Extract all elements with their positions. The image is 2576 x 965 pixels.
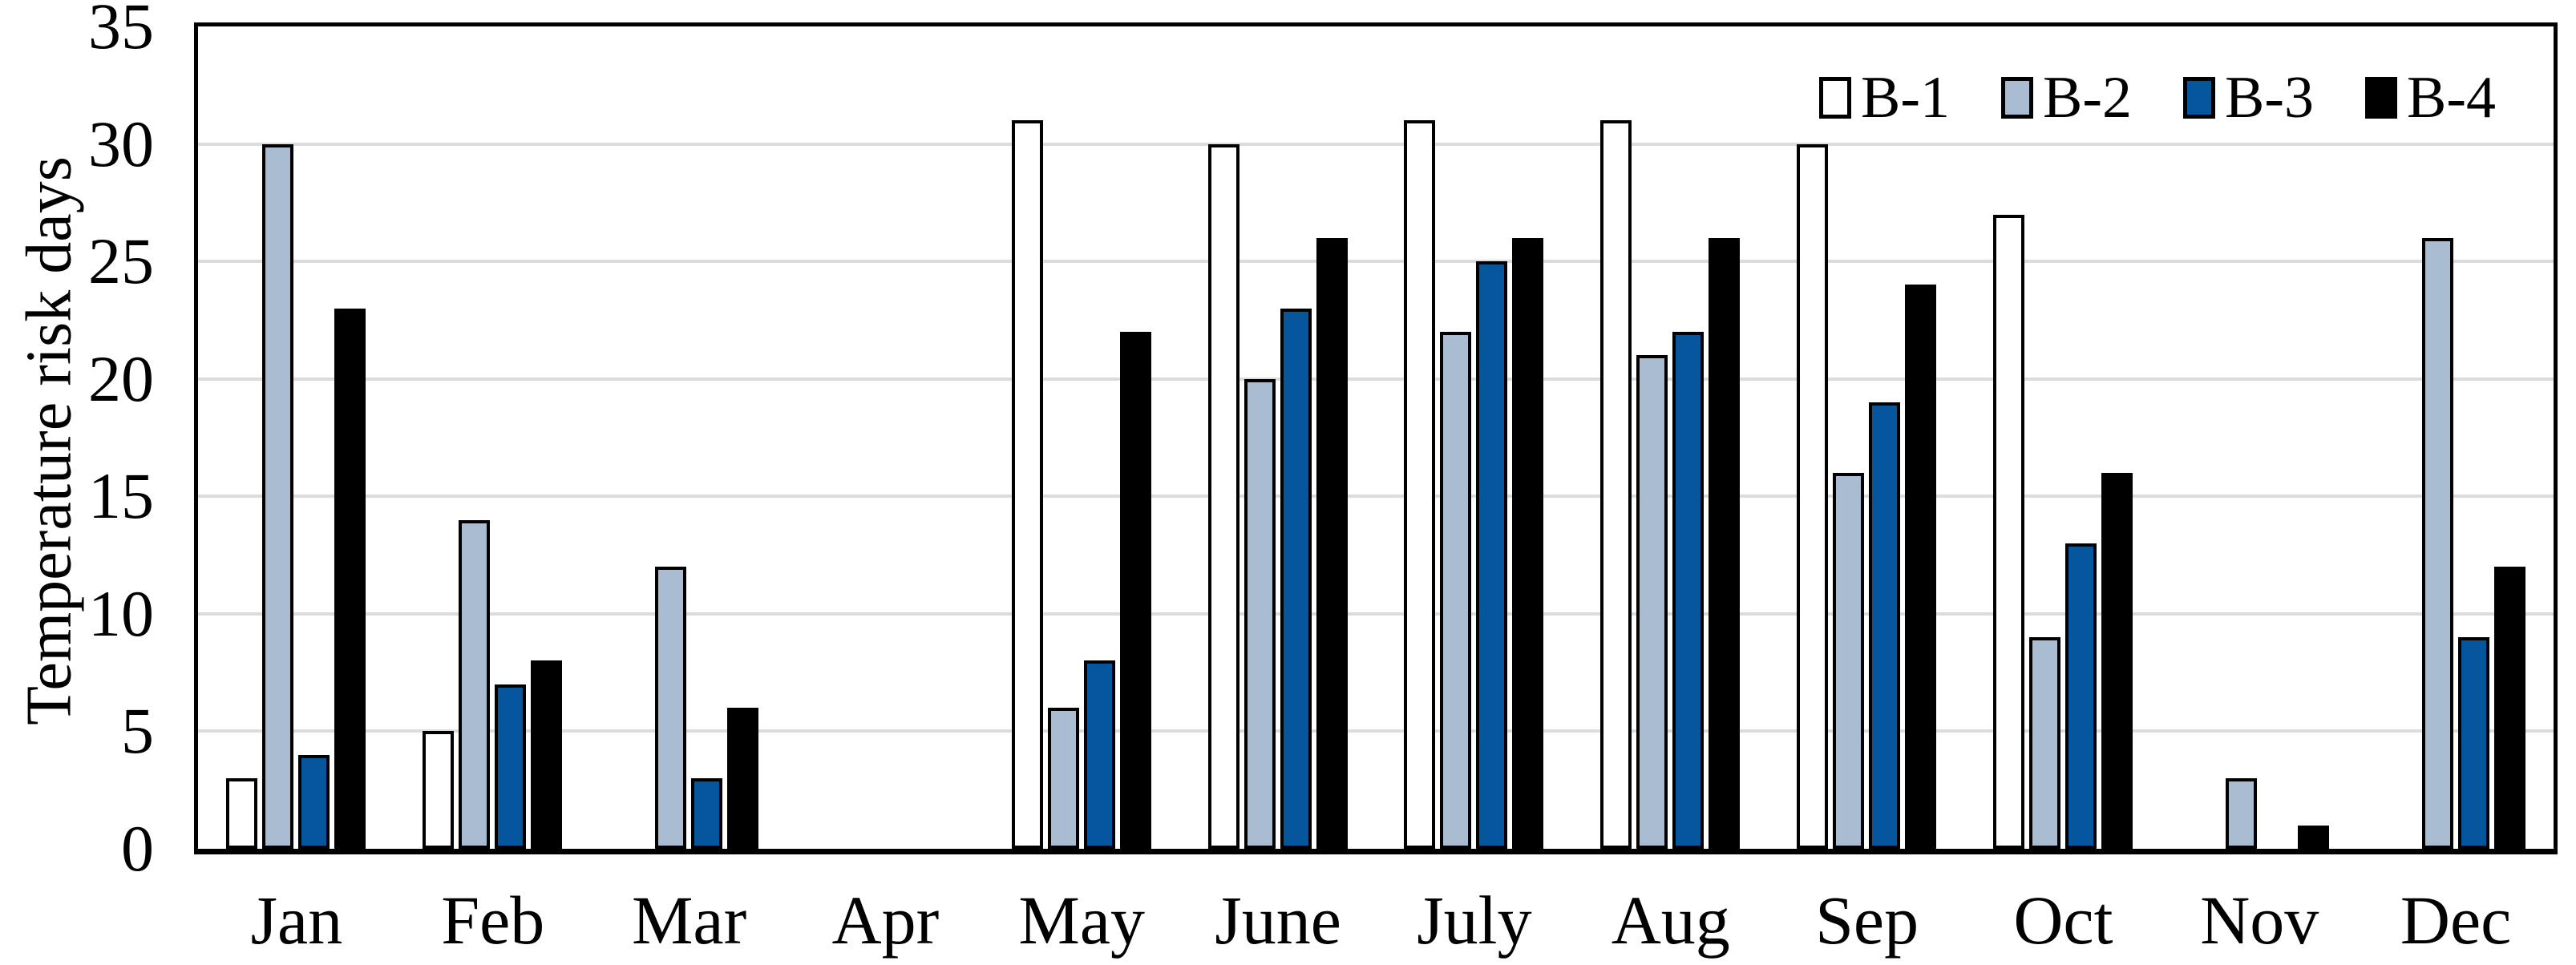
bar-b-4-dec (2493, 567, 2525, 849)
gridline-20 (198, 377, 2554, 381)
bar-b-4-aug (1709, 238, 1741, 849)
bar-b-3-sep (1869, 402, 1901, 849)
bar-b-1-sep (1797, 144, 1829, 849)
legend-swatch-b-2 (2001, 77, 2033, 119)
bar-b-2-oct (2028, 637, 2060, 849)
bar-b-2-dec (2421, 238, 2453, 849)
bar-b-4-oct (2101, 473, 2133, 849)
bar-b-3-dec (2457, 637, 2489, 849)
y-tick-label-15: 15 (88, 459, 154, 533)
legend-item-b-4: B-4 (2365, 68, 2496, 127)
bar-b-3-may (1083, 660, 1115, 849)
bar-b-1-july (1404, 120, 1436, 849)
legend-label-b-3: B-3 (2225, 65, 2314, 131)
bar-b-3-oct (2064, 543, 2097, 849)
bar-b-4-feb (531, 660, 563, 849)
x-tick-label-july: July (1417, 882, 1532, 959)
bar-b-4-mar (727, 708, 759, 849)
x-tick-label-aug: Aug (1611, 882, 1730, 959)
y-tick-label-0: 0 (121, 812, 154, 885)
legend-item-b-2: B-2 (2001, 68, 2132, 127)
x-tick-label-dec: Dec (2400, 882, 2512, 959)
gridline-5 (198, 729, 2554, 733)
legend-item-b-1: B-1 (1819, 68, 1950, 127)
bar-b-2-june (1244, 379, 1276, 849)
y-tick-label-25: 25 (88, 224, 154, 298)
bar-b-1-aug (1600, 120, 1632, 849)
x-tick-label-feb: Feb (441, 882, 545, 959)
gridline-10 (198, 612, 2554, 616)
bar-b-3-june (1280, 309, 1312, 849)
y-tick-label-20: 20 (88, 341, 154, 415)
bar-b-2-may (1047, 708, 1079, 849)
gridline-30 (198, 142, 2554, 146)
bar-b-2-sep (1833, 473, 1865, 849)
x-tick-label-may: May (1018, 882, 1146, 959)
bar-b-2-mar (655, 567, 687, 849)
legend-swatch-b-1 (1819, 77, 1851, 119)
bar-b-4-nov (2297, 826, 2329, 849)
legend-label-b-2: B-2 (2043, 65, 2132, 131)
gridline-15 (198, 495, 2554, 499)
bar-b-3-feb (495, 684, 527, 849)
legend: B-1 B-2 B-3 B-4 (1819, 68, 2496, 127)
plot-area: B-1 B-2 B-3 B-4 (194, 22, 2558, 854)
legend-item-b-3: B-3 (2183, 68, 2314, 127)
bar-b-4-june (1316, 238, 1348, 849)
legend-label-b-1: B-1 (1861, 65, 1950, 131)
x-tick-label-sep: Sep (1815, 882, 1919, 959)
y-tick-label-30: 30 (88, 107, 154, 180)
bar-b-2-feb (459, 520, 491, 849)
bar-b-4-july (1512, 238, 1544, 849)
legend-label-b-4: B-4 (2407, 65, 2496, 131)
bar-b-1-jan (226, 778, 258, 849)
bar-b-1-feb (423, 731, 455, 849)
bar-b-1-oct (1992, 215, 2024, 849)
legend-swatch-b-3 (2183, 77, 2215, 119)
y-tick-label-35: 35 (88, 0, 154, 63)
bar-b-4-jan (334, 309, 366, 849)
bar-b-3-aug (1672, 332, 1705, 849)
x-tick-label-nov: Nov (2200, 882, 2319, 959)
legend-swatch-b-4 (2365, 77, 2397, 119)
y-tick-label-5: 5 (121, 694, 154, 768)
bar-b-2-aug (1636, 355, 1668, 849)
x-tick-label-jan: Jan (250, 882, 343, 959)
bar-b-2-nov (2225, 778, 2257, 849)
x-tick-label-apr: Apr (831, 882, 940, 959)
x-tick-label-oct: Oct (2013, 882, 2113, 959)
bar-b-2-july (1440, 332, 1472, 849)
y-tick-label-10: 10 (88, 576, 154, 650)
bar-b-3-mar (691, 778, 723, 849)
x-tick-label-june: June (1215, 882, 1341, 959)
bar-b-2-jan (262, 144, 294, 849)
bar-b-4-sep (1905, 285, 1937, 849)
bar-b-4-may (1119, 332, 1151, 849)
bar-b-3-jan (298, 755, 330, 849)
x-tick-label-mar: Mar (631, 882, 747, 959)
gridline-25 (198, 260, 2554, 264)
bar-b-1-june (1207, 144, 1239, 849)
bar-b-3-july (1476, 261, 1508, 849)
bar-b-1-may (1011, 120, 1043, 849)
